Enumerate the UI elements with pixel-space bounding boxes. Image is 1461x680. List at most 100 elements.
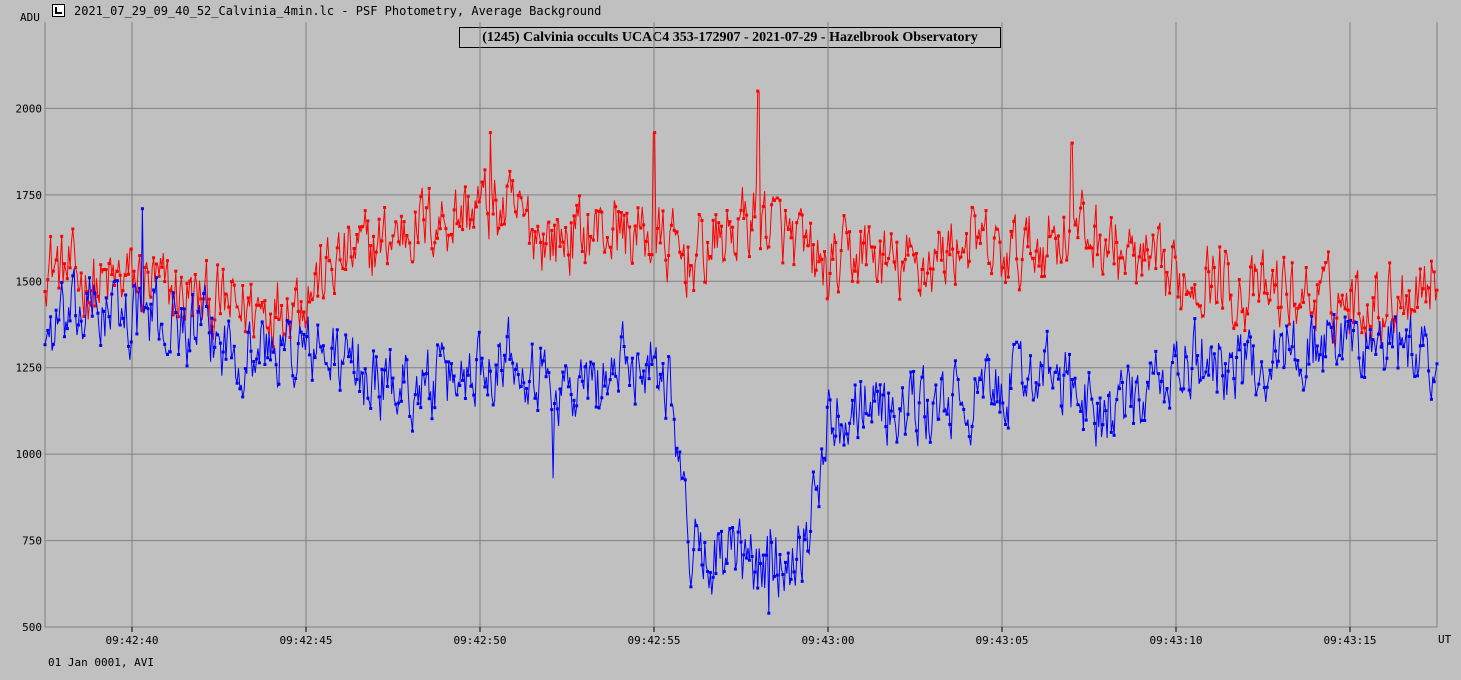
series-0-point <box>230 280 233 284</box>
series-1-point <box>1293 358 1297 362</box>
series-0-point <box>998 240 1002 244</box>
series-1-point <box>617 389 620 393</box>
series-1-point <box>394 402 398 406</box>
x-tick-label: 09:43:00 <box>802 634 855 647</box>
series-1-point <box>483 385 487 389</box>
series-1-point <box>889 409 893 413</box>
series-1-point <box>1388 341 1392 345</box>
series-1-point <box>720 529 723 533</box>
series-1-point <box>834 434 838 438</box>
series-1-point <box>962 408 966 411</box>
series-1-point <box>1143 419 1147 422</box>
series-1-point <box>140 207 144 211</box>
series-0-point <box>1107 250 1110 254</box>
series-0-point <box>76 288 80 292</box>
series-0-point <box>653 131 657 135</box>
x-tick-label: 09:43:05 <box>976 634 1029 647</box>
series-1-point <box>185 364 189 368</box>
series-1-point <box>1031 398 1035 402</box>
series-0-point <box>906 253 910 257</box>
series-1-point <box>1104 409 1108 413</box>
series-1-point <box>380 367 384 371</box>
y-axis-unit-label: ADU <box>20 11 40 24</box>
lightcurve-app-icon[interactable] <box>52 4 65 17</box>
series-0-point <box>82 315 86 318</box>
series-1-point <box>1187 388 1191 392</box>
series-0-point <box>1407 289 1411 293</box>
series-1-point <box>502 353 506 357</box>
series-0-point <box>681 253 684 257</box>
series-0-point <box>1151 233 1155 237</box>
series-0-point <box>1418 267 1422 271</box>
series-0-point <box>285 297 289 301</box>
series-0-point <box>168 289 172 292</box>
series-0-point <box>514 210 517 214</box>
series-0-point <box>859 229 863 233</box>
series-0-point <box>1274 283 1277 287</box>
series-1-point <box>717 532 721 536</box>
series-1-point <box>1232 377 1236 381</box>
series-0-point <box>463 185 467 189</box>
series-1-point <box>839 423 843 427</box>
series-0-point <box>135 290 139 294</box>
series-1-point <box>1271 360 1275 364</box>
series-0-point <box>928 267 932 271</box>
series-1-point <box>313 356 317 360</box>
series-0-point <box>1251 293 1255 297</box>
series-1-point <box>1315 344 1319 348</box>
series-1-point <box>887 391 891 395</box>
series-1-point <box>480 356 484 360</box>
title-bar[interactable]: 2021_07_29_09_40_52_Calvinia_4min.lc - P… <box>0 0 1461 22</box>
series-1-point <box>1001 401 1005 405</box>
series-0-point <box>235 305 239 309</box>
series-0-point <box>79 271 83 275</box>
series-0-point <box>1246 312 1250 316</box>
series-0-point <box>433 241 437 245</box>
series-0-point <box>1037 264 1041 268</box>
series-0-point <box>739 208 743 212</box>
series-0-point <box>778 198 782 202</box>
series-1-point <box>597 406 601 410</box>
series-1-point <box>444 360 448 364</box>
series-1-point <box>530 342 534 346</box>
series-1-point <box>1207 373 1211 377</box>
series-0-point <box>1051 229 1055 233</box>
series-1-point <box>324 362 328 366</box>
series-0-point <box>770 203 774 207</box>
x-tick-label: 09:42:50 <box>454 634 507 647</box>
series-0-point <box>241 284 245 287</box>
series-0-point <box>614 205 618 209</box>
series-1-point <box>1115 398 1119 402</box>
series-1-point <box>424 372 428 376</box>
series-0-point <box>750 228 754 232</box>
series-0-point <box>1360 331 1364 335</box>
series-1-point <box>472 393 476 397</box>
series-0-point <box>1123 271 1127 275</box>
series-0-point <box>555 218 559 222</box>
series-1-point <box>1221 374 1225 378</box>
series-1-point <box>413 393 417 397</box>
series-0-point <box>798 212 801 216</box>
series-0-point <box>249 282 253 286</box>
series-0-point <box>1173 255 1177 259</box>
series-1-point <box>1043 349 1046 353</box>
series-1-point <box>1254 393 1258 397</box>
series-1-point <box>1137 398 1141 402</box>
series-1-point <box>51 342 55 346</box>
series-1-point <box>675 446 679 450</box>
series-1-point <box>931 401 935 405</box>
series-0-point <box>413 210 417 214</box>
series-0-point <box>708 255 712 258</box>
series-1-point <box>884 425 888 429</box>
series-0-point <box>461 228 465 232</box>
series-1-point <box>271 350 275 354</box>
series-0-point <box>221 267 225 271</box>
series-0-point <box>527 241 531 245</box>
series-1-point <box>942 409 946 413</box>
series-1-point <box>1093 421 1097 425</box>
series-1-point <box>168 350 172 354</box>
series-0-point <box>591 238 595 242</box>
x-tick-label: 09:43:15 <box>1324 634 1377 647</box>
series-0-point <box>1204 266 1208 270</box>
